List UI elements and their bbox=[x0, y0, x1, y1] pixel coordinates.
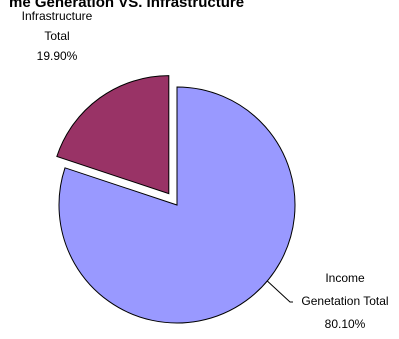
income-label-line1: Income bbox=[325, 271, 365, 285]
pie-slice-income bbox=[58, 86, 296, 324]
income-label-line2: Genetation Total bbox=[301, 294, 388, 308]
chart-title: me Generation VS. Infrastructure bbox=[9, 0, 244, 11]
income-percent-label: 80.10% bbox=[325, 317, 366, 331]
leader-line-income bbox=[266, 280, 293, 303]
slice-label-infrastructure: Infrastructure Total 19.90% bbox=[22, 9, 93, 63]
infrastructure-label-line2: Total bbox=[44, 29, 69, 43]
leader-lines bbox=[266, 280, 293, 303]
pie-slices bbox=[56, 75, 296, 324]
pie-slice-infrastructure bbox=[56, 75, 170, 195]
infrastructure-label-line1: Infrastructure bbox=[22, 9, 93, 23]
infrastructure-percent-label: 19.90% bbox=[37, 49, 78, 63]
slice-label-income: Income Genetation Total 80.10% bbox=[301, 271, 388, 331]
